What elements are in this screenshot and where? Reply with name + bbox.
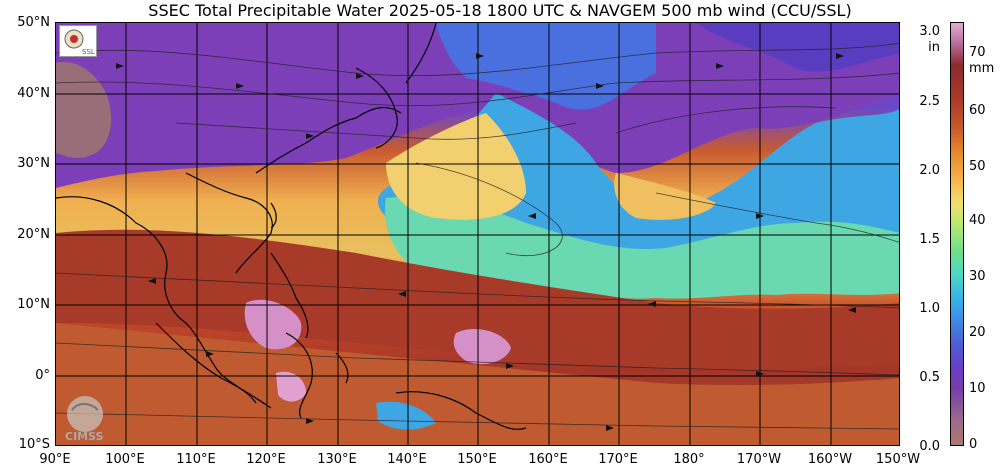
- cimss-logo: CIMSS: [60, 392, 130, 444]
- tpw-field: [56, 23, 899, 445]
- colorbar-in-tick: 0.0: [919, 439, 940, 454]
- colorbar-mm-tick: 40: [969, 213, 986, 228]
- lon-label-160e: 160°E: [528, 452, 568, 467]
- coastlines: [56, 23, 527, 430]
- lon-label-170w: 170°W: [736, 452, 782, 467]
- colorbar-mm-tick: 20: [969, 325, 986, 340]
- colorbar-in-unit: in: [928, 40, 940, 55]
- colorbar-in-tick: 2.0: [919, 163, 940, 178]
- lat-label-10s: 10°S: [18, 437, 50, 452]
- colorbar-in-tick: 2.5: [919, 94, 940, 109]
- cimss-globe-icon: CIMSS: [65, 396, 104, 443]
- map-title: SSEC Total Precipitable Water 2025-05-18…: [148, 1, 852, 20]
- colorbar-in-tick: 3.0: [919, 24, 940, 39]
- lat-label-50n: 50°N: [17, 15, 50, 30]
- lat-label-20n: 20°N: [17, 227, 50, 242]
- colorbar-mm-tick: 70: [969, 45, 986, 60]
- ssl-seal-icon: SSL: [64, 29, 95, 56]
- lon-label-150e: 150°E: [457, 452, 497, 467]
- colorbar-mm-tick: 30: [969, 269, 986, 284]
- lat-label-10n: 10°N: [17, 297, 50, 312]
- lat-label-0: 0°: [35, 368, 50, 383]
- lon-label-90e: 90°E: [39, 452, 71, 467]
- colorbar-mm-tick: 60: [969, 103, 986, 118]
- tpw-map: [55, 22, 900, 446]
- lon-label-150w: 150°W: [875, 452, 921, 467]
- lat-label-40n: 40°N: [17, 86, 50, 101]
- lon-label-110e: 110°E: [176, 452, 216, 467]
- colorbar-in-tick: 0.5: [919, 370, 940, 385]
- colorbar-mm-tick: 0: [969, 437, 978, 452]
- colorbar: [950, 22, 964, 446]
- wind-arrows: [116, 53, 856, 431]
- lon-label-100e: 100°E: [105, 452, 145, 467]
- lon-label-130e: 130°E: [317, 452, 357, 467]
- lon-label-120e: 120°E: [246, 452, 286, 467]
- ssl-logo: SSL: [59, 25, 97, 57]
- lon-label-170e: 170°E: [598, 452, 638, 467]
- svg-text:SSL: SSL: [82, 48, 95, 56]
- lon-label-160w: 160°W: [807, 452, 853, 467]
- svg-text:CIMSS: CIMSS: [65, 430, 104, 443]
- colorbar-in-tick: 1.0: [919, 301, 940, 316]
- lat-label-30n: 30°N: [17, 156, 50, 171]
- lon-label-180: 180°: [673, 452, 705, 467]
- colorbar-in-tick: 1.5: [919, 232, 940, 247]
- colorbar-mm-tick: 10: [969, 381, 986, 396]
- colorbar-mm-unit: mm: [969, 61, 995, 76]
- lon-label-140e: 140°E: [387, 452, 427, 467]
- colorbar-mm-tick: 50: [969, 159, 986, 174]
- wind-streamlines: [56, 42, 899, 430]
